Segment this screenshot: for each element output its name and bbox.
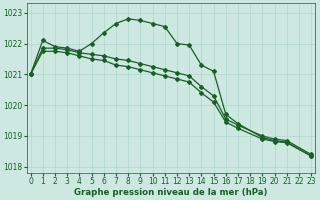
X-axis label: Graphe pression niveau de la mer (hPa): Graphe pression niveau de la mer (hPa) [74, 188, 268, 197]
